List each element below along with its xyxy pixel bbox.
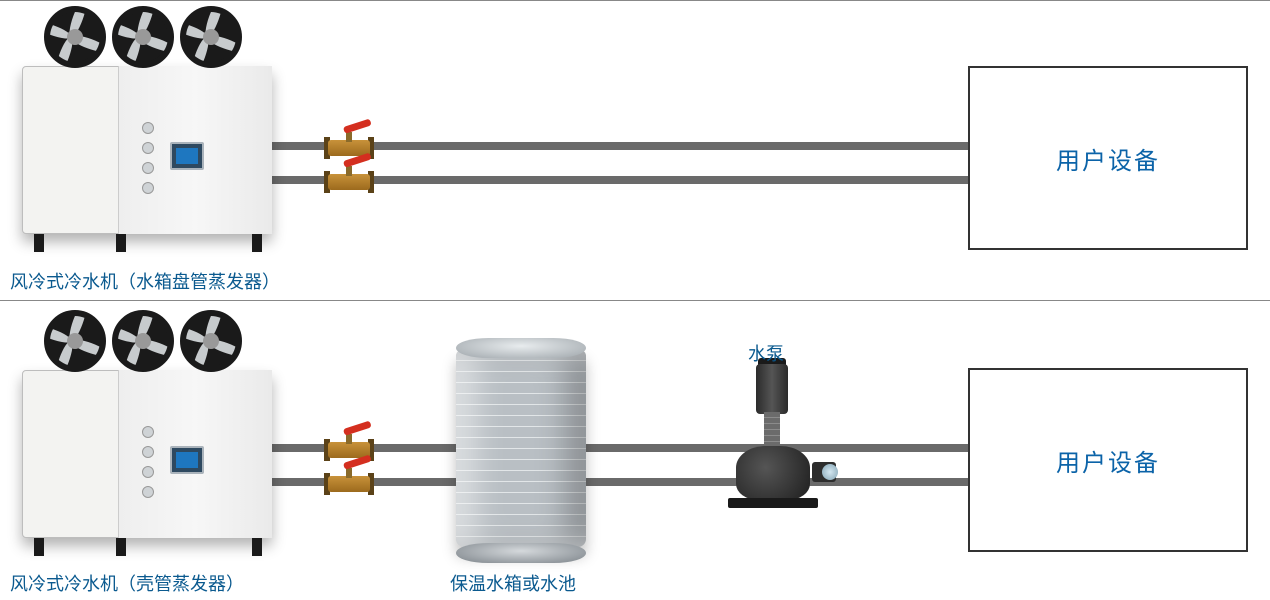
chiller-caption-top: 风冷式冷水机（水箱盘管蒸发器） [10, 268, 280, 294]
air-cooled-chiller [22, 10, 272, 250]
row-divider [0, 0, 1270, 1]
user-equipment-box: 用户设备 [968, 368, 1248, 552]
user-equipment-label: 用户设备 [1056, 443, 1160, 478]
pump-caption: 水泵 [748, 340, 784, 366]
air-cooled-chiller [22, 314, 272, 554]
pipe-bottom-supply [272, 444, 968, 452]
tank-caption: 保温水箱或水池 [450, 570, 576, 596]
ball-valve [328, 424, 370, 458]
row-divider-mid [0, 300, 1270, 301]
pipe-bottom-return [272, 478, 968, 486]
insulated-water-tank [456, 338, 586, 563]
pipe-top-supply [272, 142, 968, 150]
water-pump [728, 364, 818, 504]
user-equipment-box: 用户设备 [968, 66, 1248, 250]
chiller-caption-bottom: 风冷式冷水机（壳管蒸发器） [10, 570, 244, 596]
user-equipment-label: 用户设备 [1056, 141, 1160, 176]
pipe-top-return [272, 176, 968, 184]
ball-valve [328, 458, 370, 492]
ball-valve [328, 156, 370, 190]
ball-valve [328, 122, 370, 156]
